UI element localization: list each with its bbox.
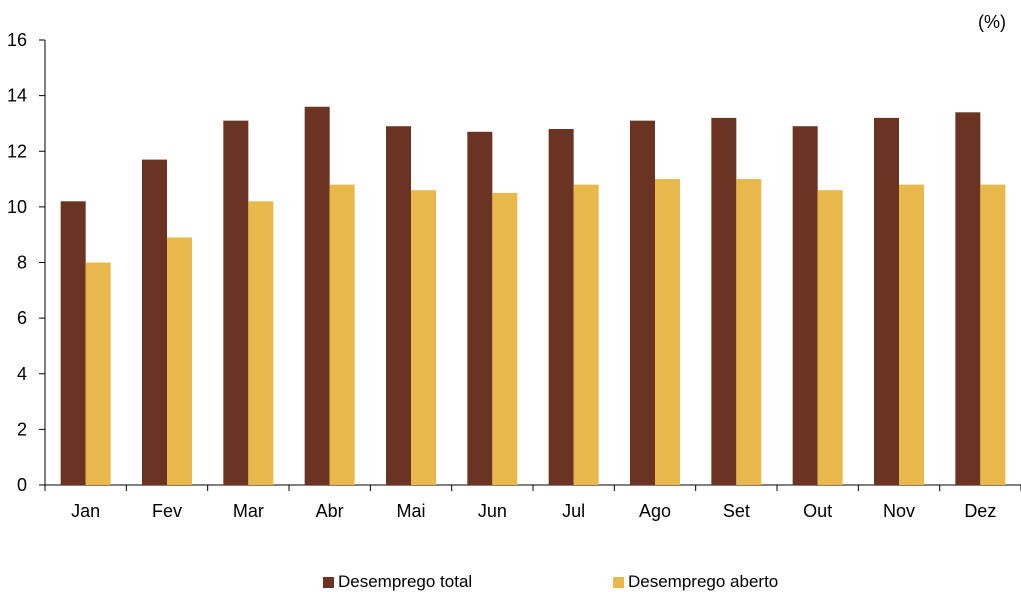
y-tick-label: 8 [17, 253, 27, 273]
y-tick-label: 2 [17, 419, 27, 439]
bar-desemprego-aberto [817, 190, 843, 485]
legend-item-desemprego-total: Desemprego total [323, 572, 472, 592]
bar-desemprego-total [955, 112, 981, 485]
bar-desemprego-aberto [573, 184, 599, 485]
bar-desemprego-total [386, 126, 411, 485]
bar-desemprego-total [142, 159, 167, 485]
bar-desemprego-aberto [655, 179, 680, 485]
bar-desemprego-total [711, 117, 737, 485]
y-tick-label: 6 [17, 308, 27, 328]
legend-swatch-desemprego-total [323, 576, 334, 588]
bar-desemprego-aberto [248, 201, 274, 485]
x-axis: Jan Fev Mar Abr Mai Jun Jul Ago Set Out Nov Dez [44, 484, 1021, 521]
x-tick-label: Jun [478, 501, 507, 521]
bar-desemprego-total [60, 201, 86, 485]
bar-desemprego-total [467, 131, 493, 485]
x-tick-label: Jul [562, 501, 585, 521]
bar-desemprego-aberto [492, 192, 518, 485]
bar-desemprego-aberto [411, 190, 436, 485]
bar-desemprego-aberto [85, 262, 111, 485]
bar-desemprego-aberto [329, 184, 355, 485]
bar-desemprego-total [630, 120, 655, 485]
legend-label-desemprego-aberto: Desemprego aberto [628, 572, 779, 591]
bar-desemprego-aberto [980, 184, 1006, 485]
bar-desemprego-aberto [899, 184, 924, 485]
legend-item-desemprego-aberto: Desemprego aberto [613, 572, 778, 592]
x-tick-label: Nov [883, 501, 915, 521]
unit-label: (%) [978, 12, 1006, 32]
x-tick-label: Set [723, 501, 750, 521]
bars [60, 106, 1006, 485]
x-tick-label: Fev [152, 501, 182, 521]
bar-desemprego-total [223, 120, 249, 485]
legend-swatch-desemprego-aberto [613, 576, 624, 588]
legend-label-desemprego-total: Desemprego total [338, 572, 473, 591]
x-tick-label: Abr [316, 501, 344, 521]
bar-desemprego-total [792, 126, 818, 485]
x-tick-label: Mai [396, 501, 425, 521]
bar-desemprego-total [874, 117, 899, 485]
y-tick-label: 12 [7, 141, 27, 161]
y-tick-label: 0 [17, 475, 27, 495]
x-tick-label: Out [803, 501, 832, 521]
x-tick-label: Jan [71, 501, 100, 521]
bar-desemprego-aberto [736, 179, 762, 485]
bar-desemprego-aberto [167, 237, 192, 485]
bar-desemprego-total [304, 106, 330, 485]
x-tick-label: Ago [639, 501, 671, 521]
x-tick-label: Dez [964, 501, 996, 521]
y-tick-label: 4 [17, 364, 27, 384]
bar-desemprego-total [548, 129, 574, 485]
y-tick-label: 10 [7, 197, 27, 217]
y-tick-label: 14 [7, 86, 27, 106]
y-axis: 0 2 4 6 8 10 12 14 16 [7, 30, 46, 495]
x-tick-label: Mar [233, 501, 264, 521]
y-tick-label: 16 [7, 30, 27, 50]
legend: Desemprego total Desemprego aberto [0, 572, 1021, 591]
